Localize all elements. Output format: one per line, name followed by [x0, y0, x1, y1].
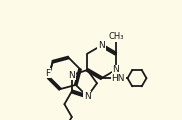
- Text: CH₃: CH₃: [109, 32, 124, 41]
- Text: HN: HN: [112, 74, 125, 83]
- Text: N: N: [68, 71, 75, 80]
- Text: N: N: [98, 41, 105, 50]
- Text: N: N: [112, 66, 119, 75]
- Text: F: F: [45, 69, 50, 78]
- Text: N: N: [84, 92, 91, 101]
